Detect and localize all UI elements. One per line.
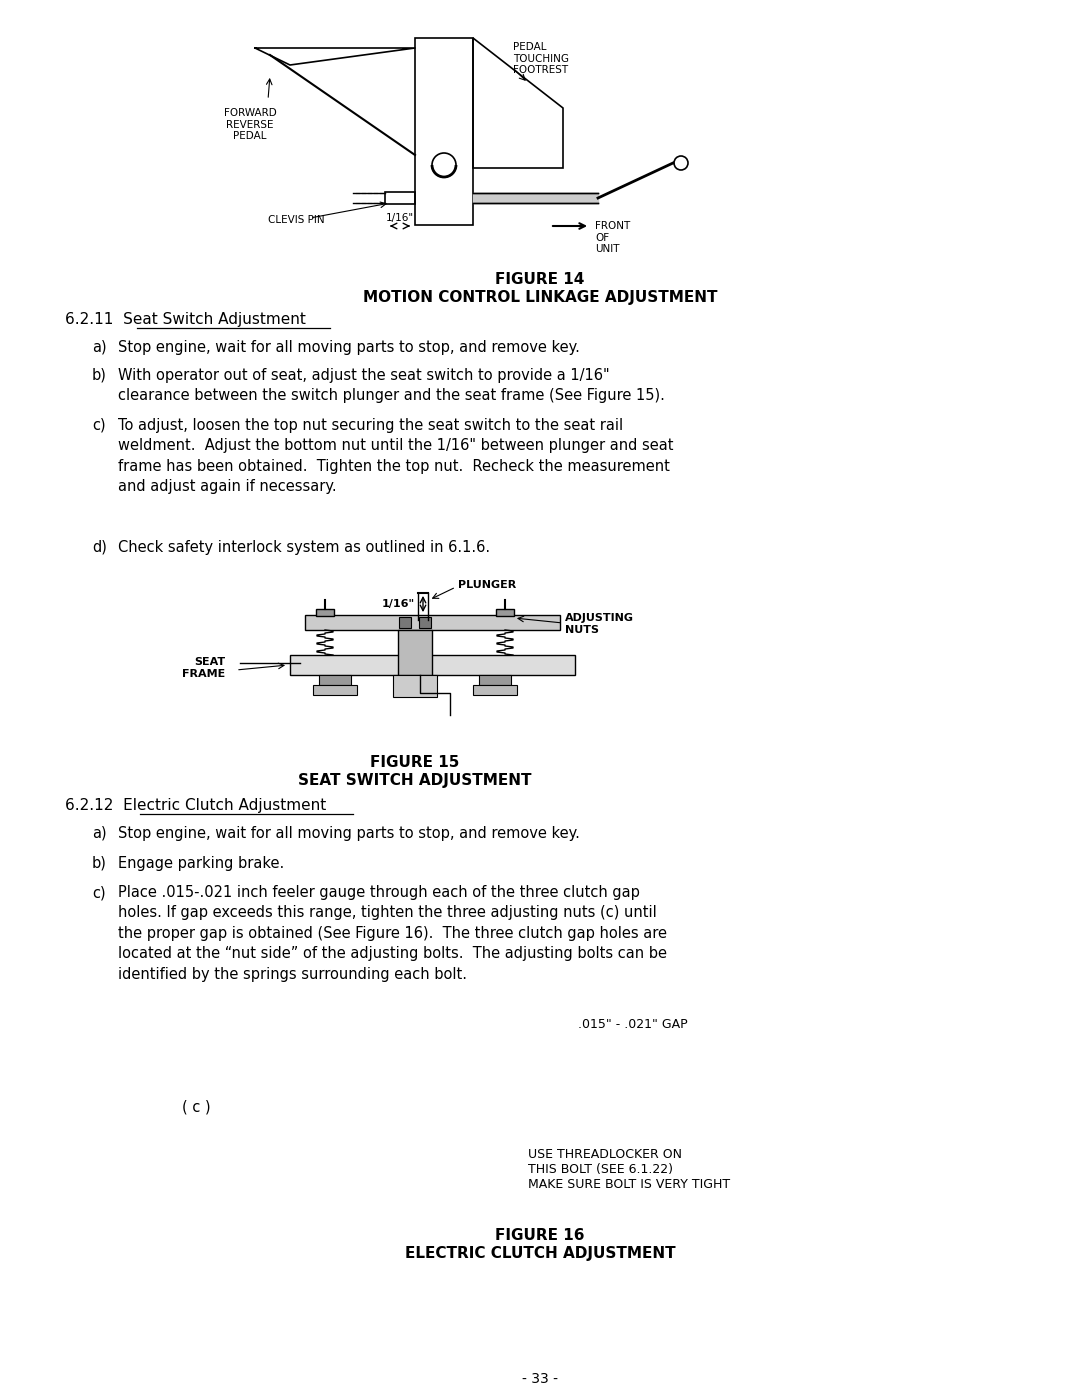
Text: b): b) <box>92 856 107 870</box>
Text: SEAT
FRAME: SEAT FRAME <box>181 657 225 679</box>
Text: ADJUSTING
NUTS: ADJUSTING NUTS <box>565 613 634 634</box>
Text: a): a) <box>92 826 107 841</box>
Text: 1/16": 1/16" <box>382 599 415 609</box>
Text: FRONT
OF
UNIT: FRONT OF UNIT <box>595 221 631 254</box>
Polygon shape <box>313 685 357 694</box>
Text: Stop engine, wait for all moving parts to stop, and remove key.: Stop engine, wait for all moving parts t… <box>118 339 580 355</box>
Polygon shape <box>316 609 334 616</box>
Text: c): c) <box>92 418 106 433</box>
Text: FORWARD
REVERSE
PEDAL: FORWARD REVERSE PEDAL <box>224 108 276 141</box>
Text: - 33 -: - 33 - <box>522 1372 558 1386</box>
Polygon shape <box>319 675 351 685</box>
Polygon shape <box>305 615 561 630</box>
Text: CLEVIS PIN: CLEVIS PIN <box>268 215 325 225</box>
Text: 6.2.12  Electric Clutch Adjustment: 6.2.12 Electric Clutch Adjustment <box>65 798 326 813</box>
Text: USE THREADLOCKER ON
THIS BOLT (SEE 6.1.22)
MAKE SURE BOLT IS VERY TIGHT: USE THREADLOCKER ON THIS BOLT (SEE 6.1.2… <box>528 1148 730 1192</box>
Text: SEAT SWITCH ADJUSTMENT: SEAT SWITCH ADJUSTMENT <box>298 773 531 788</box>
Polygon shape <box>399 617 411 629</box>
Text: PLUNGER: PLUNGER <box>458 580 516 590</box>
Text: 1/16": 1/16" <box>386 212 414 224</box>
Text: FIGURE 16: FIGURE 16 <box>496 1228 584 1243</box>
Text: a): a) <box>92 339 107 355</box>
Text: With operator out of seat, adjust the seat switch to provide a 1/16"
clearance b: With operator out of seat, adjust the se… <box>118 367 665 404</box>
Text: .015" - .021" GAP: .015" - .021" GAP <box>578 1018 688 1031</box>
Text: MOTION CONTROL LINKAGE ADJUSTMENT: MOTION CONTROL LINKAGE ADJUSTMENT <box>363 291 717 305</box>
Polygon shape <box>419 617 431 629</box>
Text: d): d) <box>92 541 107 555</box>
Polygon shape <box>473 685 517 694</box>
Text: 6.2.11  Seat Switch Adjustment: 6.2.11 Seat Switch Adjustment <box>65 312 306 327</box>
Text: Place .015-.021 inch feeler gauge through each of the three clutch gap
holes. If: Place .015-.021 inch feeler gauge throug… <box>118 886 667 982</box>
Text: FIGURE 14: FIGURE 14 <box>496 272 584 286</box>
Polygon shape <box>393 675 437 697</box>
Text: Check safety interlock system as outlined in 6.1.6.: Check safety interlock system as outline… <box>118 541 490 555</box>
Text: b): b) <box>92 367 107 383</box>
Polygon shape <box>291 655 575 675</box>
Text: ELECTRIC CLUTCH ADJUSTMENT: ELECTRIC CLUTCH ADJUSTMENT <box>405 1246 675 1261</box>
Text: PEDAL
TOUCHING
FOOTREST: PEDAL TOUCHING FOOTREST <box>513 42 569 75</box>
Text: ( c ): ( c ) <box>183 1099 211 1115</box>
Text: FIGURE 15: FIGURE 15 <box>370 754 460 770</box>
Text: Engage parking brake.: Engage parking brake. <box>118 856 284 870</box>
Polygon shape <box>496 609 514 616</box>
Text: Stop engine, wait for all moving parts to stop, and remove key.: Stop engine, wait for all moving parts t… <box>118 826 580 841</box>
Polygon shape <box>480 675 511 685</box>
Text: To adjust, loosen the top nut securing the seat switch to the seat rail
weldment: To adjust, loosen the top nut securing t… <box>118 418 674 495</box>
Polygon shape <box>399 630 432 675</box>
Text: c): c) <box>92 886 106 900</box>
